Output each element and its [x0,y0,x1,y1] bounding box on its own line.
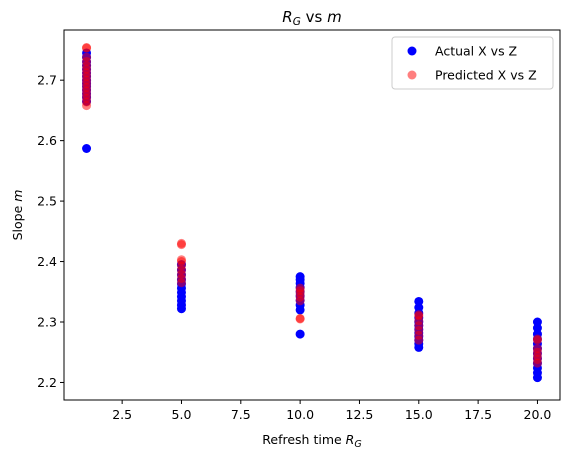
data-point [532,317,542,327]
data-point [532,344,542,354]
data-point [295,283,305,293]
data-point [295,329,305,339]
legend: Actual X vs Z Predicted X vs Z [391,36,554,90]
x-tick-label: 15.0 [405,407,433,422]
x-axis-ticks: 2.5 5.0 7.5 10.0 12.5 15.0 17.5 20.0 [112,400,551,422]
data-point [414,296,424,306]
points-layer [82,43,542,383]
plot-frame [63,29,561,401]
y-tick-label: 2.4 [37,254,57,269]
data-point [295,313,305,323]
y-tick-label: 2.3 [37,315,57,330]
legend-label-predicted: Predicted X vs Z [435,68,537,83]
x-tick-label: 2.5 [112,407,132,422]
data-point [532,334,542,344]
y-tick-label: 2.7 [37,73,57,88]
x-tick-label: 5.0 [172,407,192,422]
x-axis-label: Refresh time RG [262,432,361,450]
x-tick-label: 10.0 [286,407,314,422]
data-point [176,255,186,265]
legend-marker-actual [407,46,417,56]
y-tick-label: 2.2 [37,375,57,390]
chart-title: RG vs m [282,8,341,28]
x-tick-label: 17.5 [464,407,492,422]
x-tick-label: 20.0 [524,407,552,422]
plot-area [64,30,560,400]
legend-marker-predicted [407,70,417,80]
legend-box [391,36,554,90]
data-point [82,144,92,153]
series-predicted [82,43,542,368]
data-point [82,43,92,53]
legend-label-actual: Actual X vs Z [435,44,517,59]
y-axis-label: Slope m [10,190,25,241]
data-point [414,310,424,320]
x-tick-label: 7.5 [231,407,251,422]
data-point [176,238,186,248]
y-tick-label: 2.5 [37,194,57,209]
y-axis-ticks: 2.2 2.3 2.4 2.5 2.6 2.7 [37,73,64,390]
x-tick-label: 12.5 [346,407,374,422]
data-point [82,52,92,62]
y-tick-label: 2.6 [37,133,57,148]
data-point [295,272,305,282]
